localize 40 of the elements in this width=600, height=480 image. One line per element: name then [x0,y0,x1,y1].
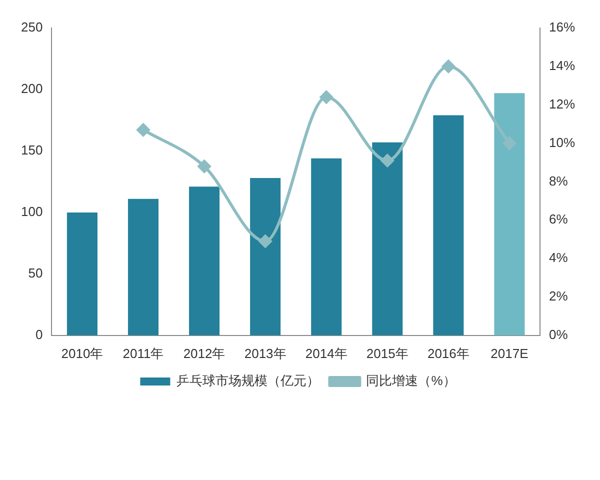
bar [311,158,342,336]
y2-tick-label: 8% [548,173,568,188]
y-tick-label: 0 [35,326,43,342]
legend-label: 同比增速（%） [366,373,456,388]
x-tick-label: 2015年 [366,346,408,361]
y2-tick-label: 12% [548,96,576,112]
y-tick-label: 50 [28,266,43,280]
x-tick-label: 2017E [490,346,529,361]
point [442,60,455,73]
y-tick-label: 150 [20,142,43,158]
y2-tick-label: 10% [548,134,576,150]
bar [372,142,403,336]
y2-tick-label: 0% [548,326,568,342]
x-tick-label: 2016年 [427,346,470,361]
bar [189,186,220,336]
x-tick-label: 2014年 [305,346,348,361]
legend-label: 乒乓球市场规模（亿元） [176,373,320,388]
bar [494,93,525,336]
point [380,154,394,168]
bar [128,198,159,336]
x-tick-label: 2012年 [183,346,226,361]
point [198,160,211,173]
y2-tick-label: 2% [548,288,568,304]
bar [250,178,281,336]
y-tick-label: 200 [20,81,43,96]
point [320,90,333,104]
x-tick-label: 2011年 [122,346,164,361]
y-tick-label: 250 [20,20,43,35]
y2-tick-label: 16% [548,20,576,35]
point [136,123,150,136]
y2-tick-label: 14% [548,58,576,74]
bar [66,212,98,336]
y-tick-label: 100 [20,204,43,220]
bar [433,115,464,336]
y2-tick-label: 4% [548,250,568,266]
x-tick-label: 2013年 [244,346,286,361]
point [502,136,516,150]
x-tick-label: 2010年 [61,346,104,361]
point [258,234,272,248]
y2-tick-label: 6% [548,212,568,227]
